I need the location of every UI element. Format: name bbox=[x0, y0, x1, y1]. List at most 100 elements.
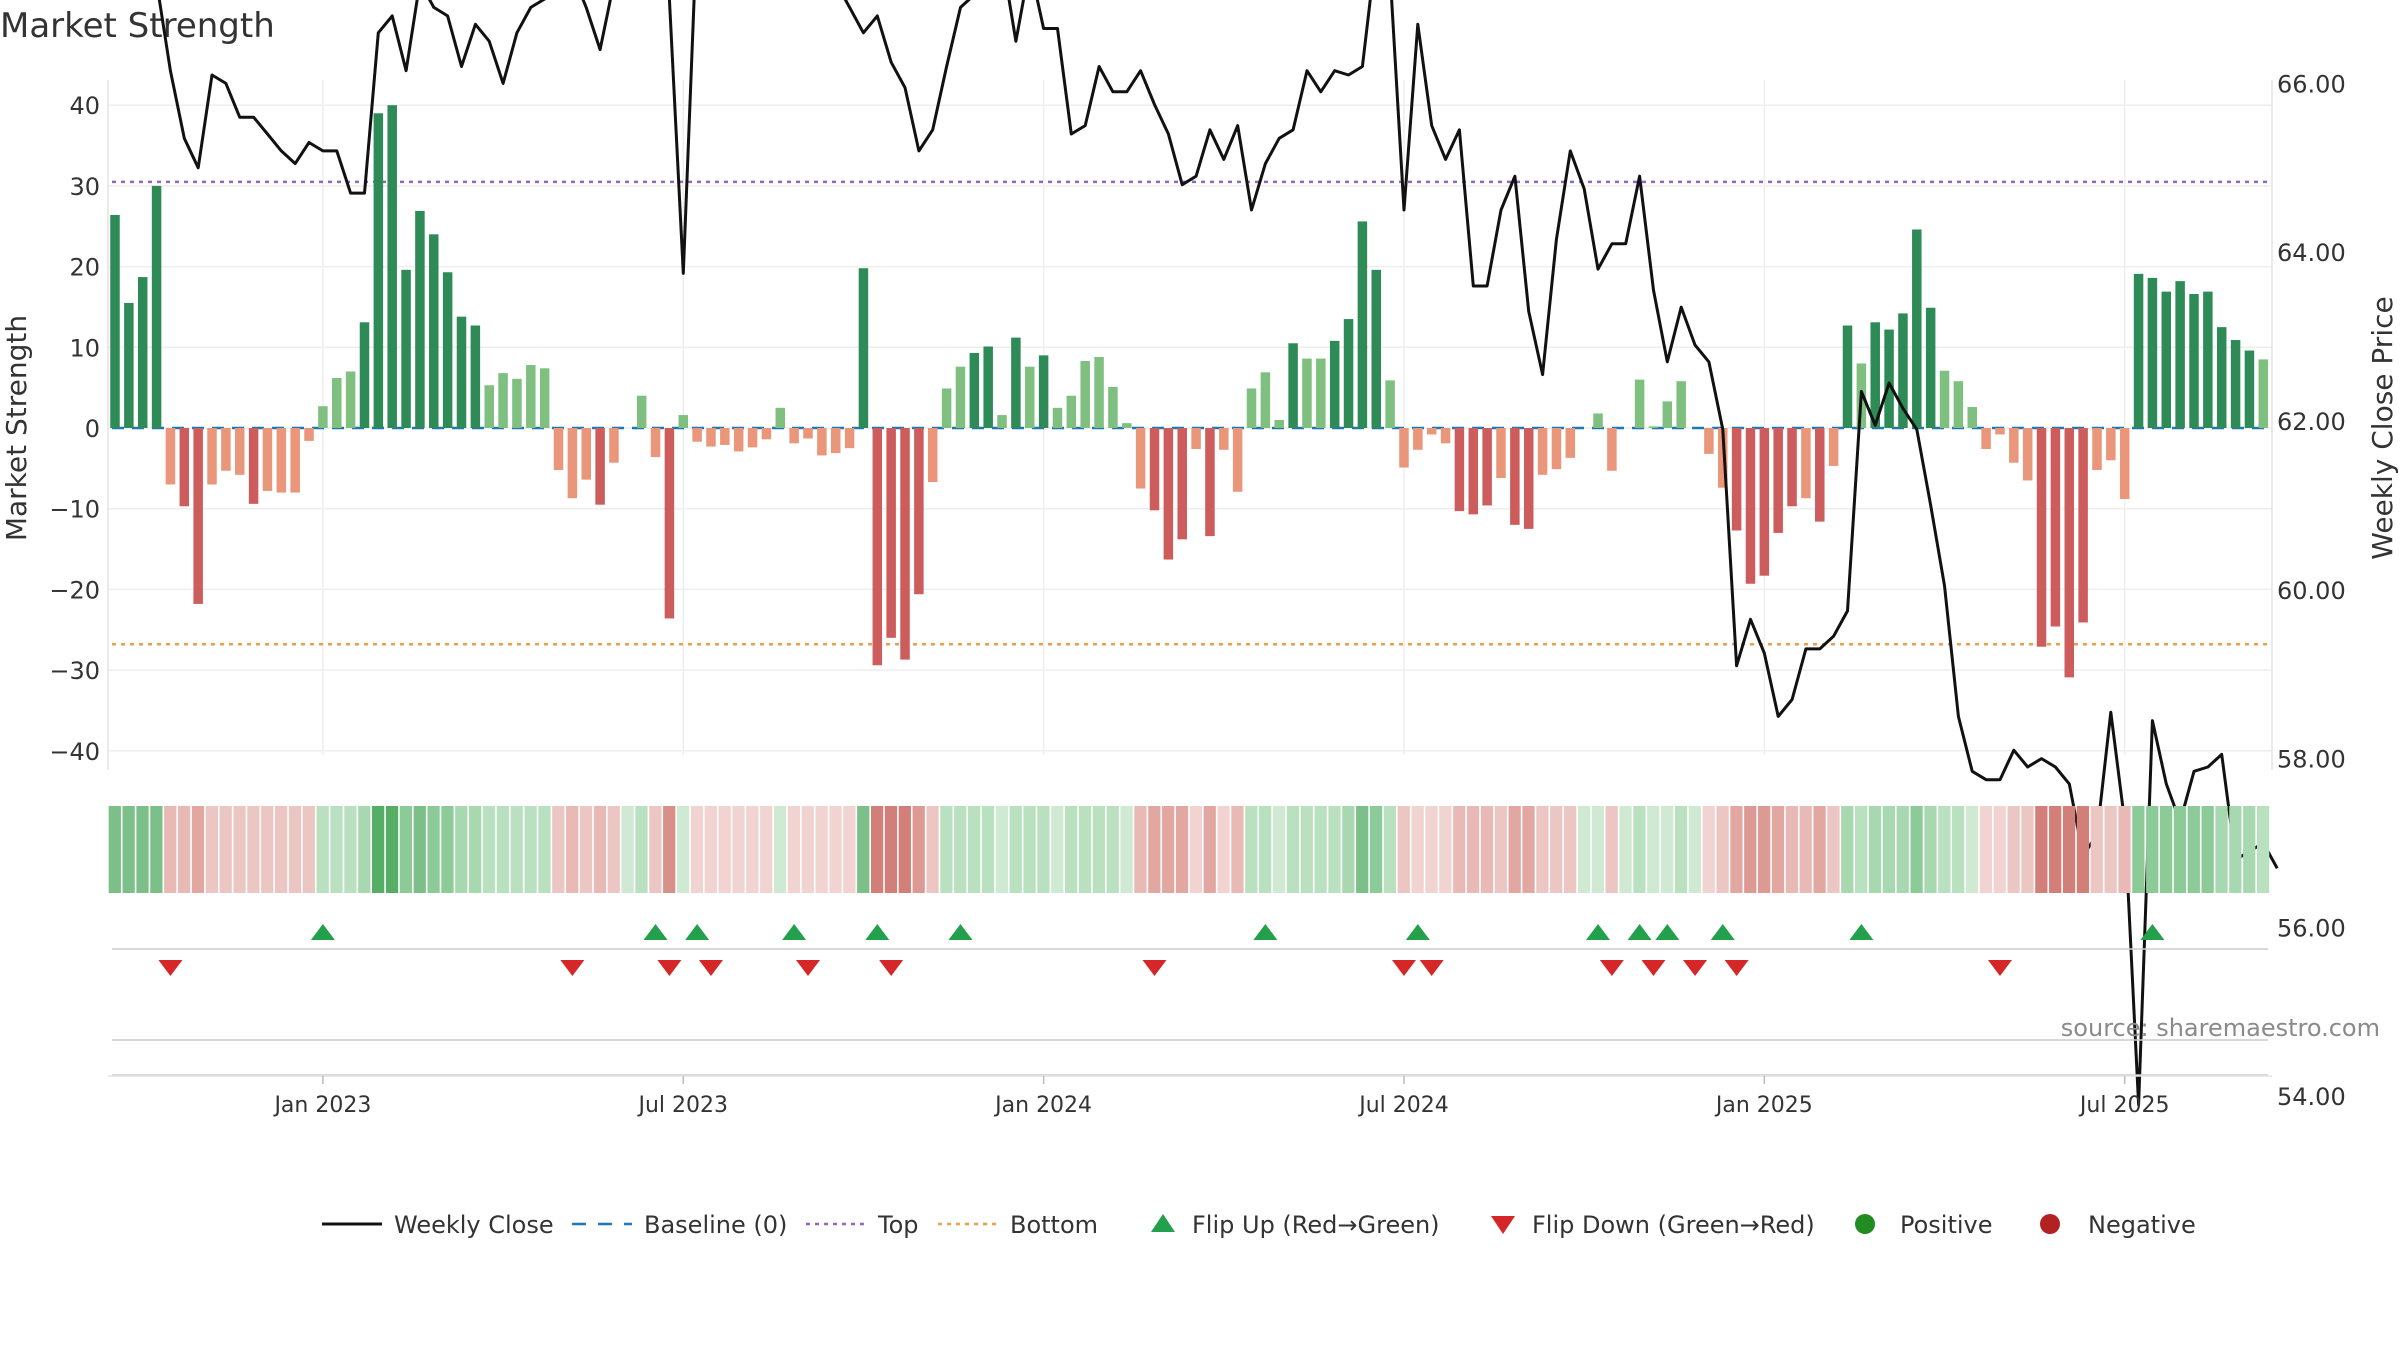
strip-cell bbox=[2215, 806, 2228, 893]
strength-bar bbox=[1274, 419, 1284, 428]
y2-tick-label: 54.00 bbox=[2277, 1083, 2346, 1111]
y2-tick-label: 62.00 bbox=[2277, 408, 2346, 436]
strip-cell bbox=[330, 806, 343, 893]
strip-cell bbox=[1550, 806, 1563, 893]
strip-cell bbox=[108, 806, 121, 893]
strip-cell bbox=[177, 806, 191, 893]
strength-bar bbox=[1787, 428, 1797, 507]
legend-label: Bottom bbox=[1010, 1211, 1098, 1239]
strength-bar bbox=[817, 428, 827, 456]
flip-up-marker bbox=[685, 924, 710, 940]
strength-bar bbox=[484, 385, 494, 428]
strength-bar bbox=[983, 346, 993, 428]
flip-down-marker bbox=[1641, 960, 1666, 976]
flip-up-marker bbox=[1710, 924, 1735, 940]
strip-cell bbox=[1633, 806, 1646, 893]
strip-cell bbox=[1466, 806, 1480, 893]
strip-cell bbox=[205, 806, 218, 893]
strength-bar bbox=[997, 415, 1007, 428]
strip-cell bbox=[801, 806, 814, 893]
strip-cell bbox=[1716, 806, 1729, 893]
legend-swatch-positive bbox=[1855, 1214, 1875, 1234]
strength-bar bbox=[1745, 428, 1756, 584]
strength-bar bbox=[137, 277, 148, 428]
strip-cell bbox=[1882, 806, 1896, 893]
strength-bar bbox=[151, 185, 162, 428]
strength-bar bbox=[706, 428, 716, 447]
strip-cell bbox=[1065, 806, 1078, 893]
strength-bar bbox=[1371, 269, 1382, 428]
strip-cell bbox=[2021, 806, 2034, 893]
strength-bar bbox=[1385, 380, 1395, 428]
strength-bar bbox=[2244, 350, 2255, 428]
strip-cell bbox=[1758, 806, 1771, 893]
strength-bar bbox=[1066, 395, 1077, 428]
strength-bar bbox=[844, 428, 855, 449]
strength-bar bbox=[401, 269, 411, 428]
strength-bar bbox=[2009, 428, 2019, 463]
strength-bar bbox=[761, 428, 772, 440]
strength-bar bbox=[1052, 407, 1063, 428]
strength-bar bbox=[830, 428, 841, 454]
strength-bar bbox=[1884, 329, 1894, 428]
strength-bar bbox=[179, 428, 190, 507]
flip-down-marker bbox=[1683, 960, 1708, 976]
strip-cell bbox=[1120, 806, 1133, 893]
strength-bar bbox=[124, 302, 134, 428]
strength-bar bbox=[1232, 428, 1243, 492]
strength-bar bbox=[221, 428, 231, 471]
strength-bar bbox=[955, 366, 966, 428]
legend-item: Bottom bbox=[938, 1211, 1098, 1239]
legend-label: Weekly Close bbox=[394, 1211, 554, 1239]
flip-down-marker bbox=[1142, 960, 1167, 976]
strength-bar bbox=[720, 428, 730, 445]
strip-cell bbox=[995, 806, 1008, 893]
flip-up-marker bbox=[1253, 924, 1278, 940]
flip-down-marker bbox=[796, 960, 820, 976]
legend-label: Baseline (0) bbox=[644, 1211, 787, 1239]
strip-cell bbox=[2118, 806, 2131, 893]
strip-cell bbox=[1730, 806, 1743, 893]
flip-down-marker bbox=[158, 960, 183, 976]
strength-bar bbox=[332, 377, 342, 428]
strip-cell bbox=[1037, 806, 1050, 893]
strip-cell bbox=[150, 806, 163, 893]
flip-down-marker bbox=[1419, 960, 1444, 976]
legend-item: Positive bbox=[1855, 1211, 1993, 1239]
strip-cell bbox=[261, 806, 274, 893]
strength-bar bbox=[789, 428, 799, 444]
strip-cell bbox=[1245, 806, 1258, 893]
legend: Weekly Close Baseline (0) Top Bottom Flip Up… bbox=[322, 1211, 2196, 1239]
strength-bar bbox=[2133, 273, 2144, 428]
strip-cell bbox=[1148, 806, 1161, 893]
strength-bar bbox=[1815, 428, 1825, 522]
strip-cell bbox=[1425, 806, 1438, 893]
legend-item: Flip Down (Green→Red) bbox=[1491, 1211, 1815, 1239]
strip-cell bbox=[136, 806, 149, 893]
strip-cell bbox=[926, 806, 939, 893]
strip-cell bbox=[413, 806, 426, 893]
strength-bar bbox=[1607, 428, 1617, 471]
strip-cell bbox=[372, 806, 385, 893]
strip-cell bbox=[898, 806, 911, 893]
y2-axis-label: Weekly Close Price bbox=[2366, 296, 2399, 559]
y-tick-label: 20 bbox=[69, 254, 100, 282]
strip-cell bbox=[1314, 806, 1327, 893]
strength-bar bbox=[1967, 407, 1977, 428]
strip-cell bbox=[1868, 806, 1882, 893]
strength-bar bbox=[304, 428, 314, 441]
strip-cell bbox=[1799, 806, 1812, 893]
strip-cell bbox=[1286, 806, 1300, 893]
strength-bar bbox=[567, 428, 578, 499]
strength-bar bbox=[1828, 428, 1839, 466]
strip-cell bbox=[122, 806, 135, 893]
strength-bar bbox=[1759, 428, 1770, 576]
strip-cell bbox=[621, 806, 634, 893]
strip-cell bbox=[1356, 806, 1369, 893]
strip-cell bbox=[843, 806, 856, 893]
strength-bar bbox=[1870, 322, 1880, 428]
strip-cell bbox=[2159, 806, 2173, 893]
y2-tick-label: 64.00 bbox=[2277, 239, 2346, 267]
x-tick-label: Jan 2023 bbox=[272, 1093, 371, 1118]
strip-cell bbox=[1494, 806, 1507, 893]
